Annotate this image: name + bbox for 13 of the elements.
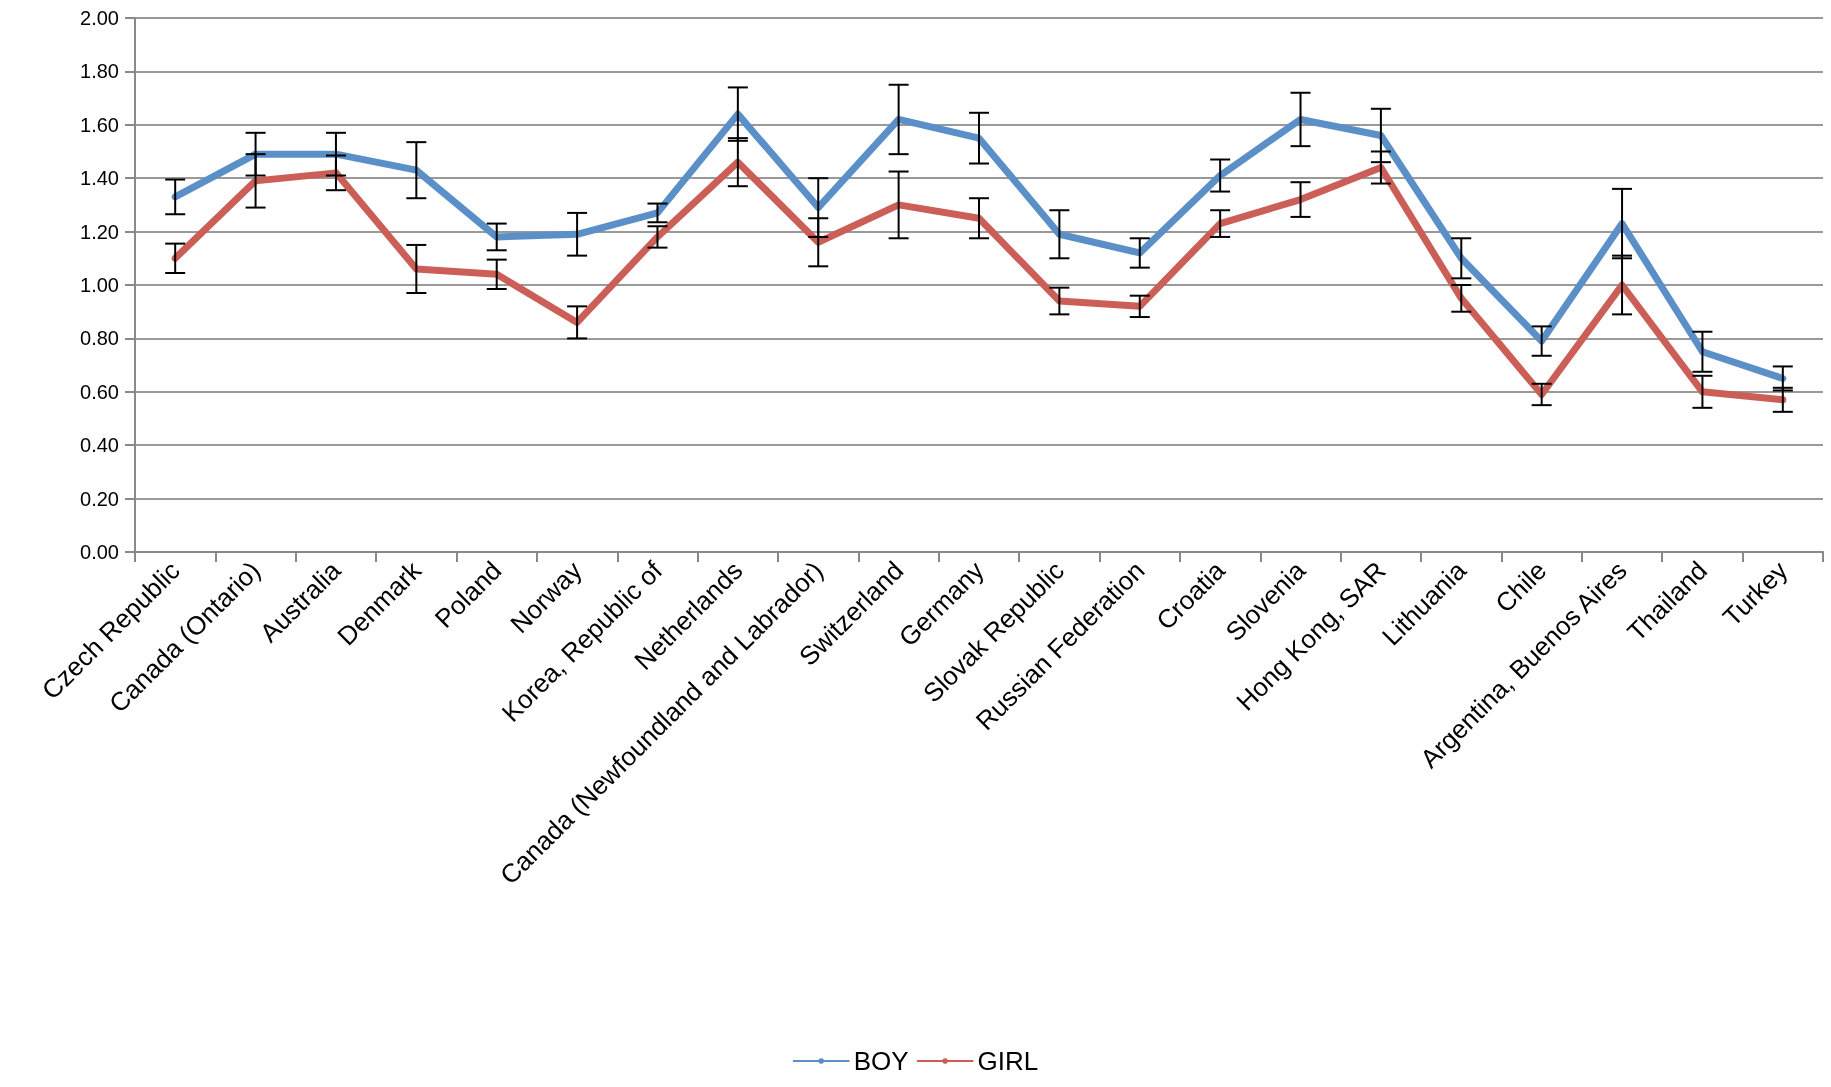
y-tick-label: 1.60 <box>80 113 119 136</box>
y-tick-label: 1.40 <box>80 167 119 190</box>
y-tick-label: 2.00 <box>80 7 119 29</box>
legend-label: BOY <box>853 1046 909 1076</box>
y-tick-label: 1.20 <box>80 220 119 243</box>
legend-label: GIRL <box>977 1046 1039 1076</box>
y-tick-label: 1.80 <box>80 60 119 83</box>
y-tick-label: 1.00 <box>80 274 119 296</box>
y-tick-label: 0.80 <box>80 327 119 350</box>
y-tick-label: 0.00 <box>80 541 119 563</box>
y-tick-label: 0.40 <box>80 434 119 457</box>
y-tick-label: 0.60 <box>80 380 119 403</box>
y-tick-label: 0.20 <box>80 487 119 510</box>
